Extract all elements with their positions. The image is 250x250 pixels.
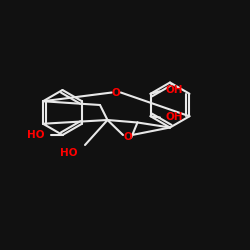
- Text: O: O: [123, 132, 132, 142]
- Text: O: O: [112, 88, 121, 98]
- Text: OH: OH: [166, 85, 183, 95]
- Text: HO: HO: [60, 148, 78, 158]
- Text: OH: OH: [166, 112, 183, 122]
- Text: HO: HO: [28, 130, 45, 140]
